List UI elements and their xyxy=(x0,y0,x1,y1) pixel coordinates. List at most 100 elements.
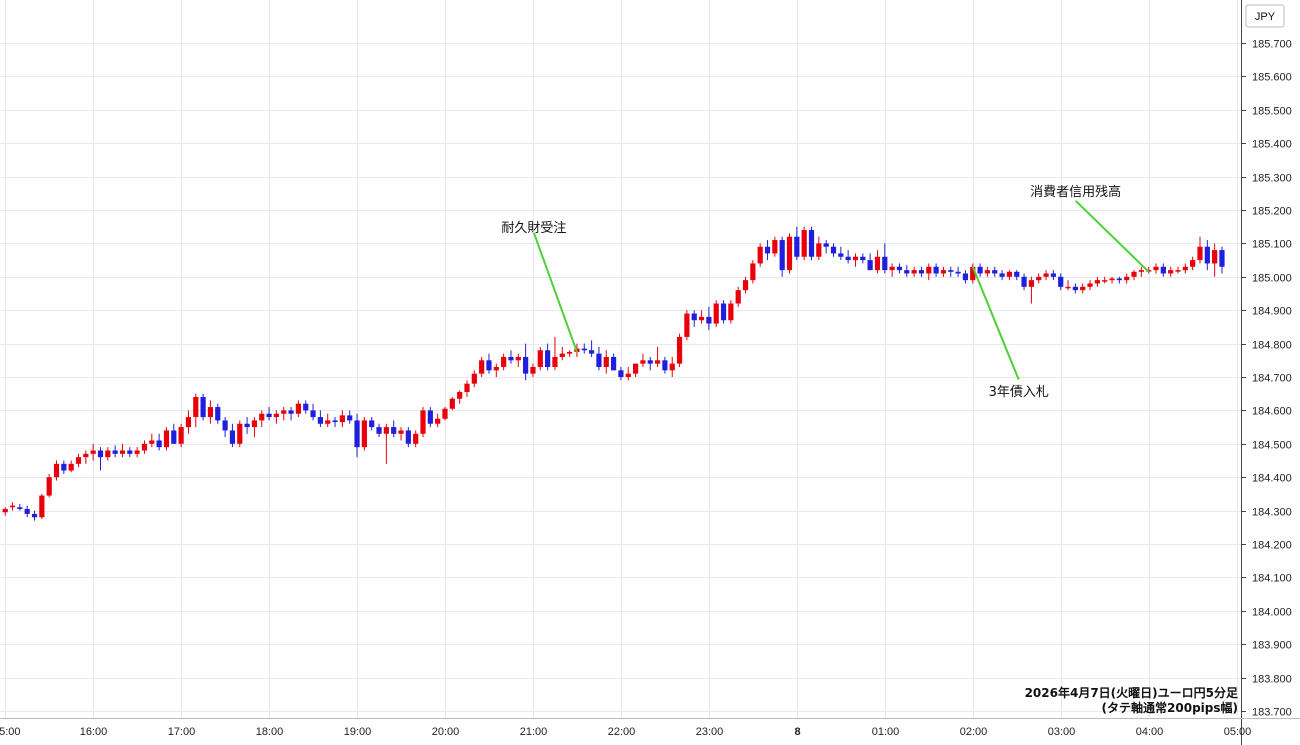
candle xyxy=(940,266,947,277)
candle-body xyxy=(713,303,719,324)
candle-body xyxy=(354,420,360,448)
candle-body xyxy=(90,450,96,454)
x-tick-label: 17:00 xyxy=(168,726,196,738)
candle xyxy=(105,447,111,461)
candle xyxy=(1014,270,1020,281)
candle xyxy=(281,407,287,421)
candle xyxy=(647,356,653,371)
y-tick-label: 184.500 xyxy=(1252,440,1292,452)
candle xyxy=(889,263,895,277)
x-tick-label: 02:00 xyxy=(960,726,988,738)
candle xyxy=(933,263,939,277)
candle xyxy=(523,343,529,381)
candle-body xyxy=(1190,260,1196,267)
candle xyxy=(222,417,228,438)
candle xyxy=(369,417,375,431)
candle-body xyxy=(39,495,45,518)
candle xyxy=(134,447,140,458)
candle xyxy=(405,427,411,448)
candle-body xyxy=(662,360,668,371)
candle-body xyxy=(413,433,419,444)
candle xyxy=(61,460,67,474)
candle xyxy=(1153,263,1159,274)
candle-body xyxy=(867,260,873,271)
candle xyxy=(97,447,104,471)
candle xyxy=(325,413,331,428)
candle xyxy=(200,393,206,421)
candle-body xyxy=(222,420,228,431)
candle-body xyxy=(405,430,411,444)
candle xyxy=(383,423,389,464)
candle-body xyxy=(676,336,683,364)
candle-body xyxy=(801,230,807,257)
candle xyxy=(552,336,558,371)
x-tick-label: 21:00 xyxy=(520,726,548,738)
candle-body xyxy=(442,408,448,419)
candle-body xyxy=(127,450,133,454)
candle-body xyxy=(1050,273,1056,277)
candle-body xyxy=(435,418,441,424)
candle xyxy=(75,453,82,468)
candle xyxy=(1182,263,1188,274)
candle-body xyxy=(229,430,236,444)
candle-body xyxy=(918,270,925,274)
x-tick-label: 5:00 xyxy=(0,726,21,738)
candle-body xyxy=(163,430,170,448)
candle-body xyxy=(1175,270,1181,272)
candle xyxy=(962,270,969,284)
candle xyxy=(479,356,485,377)
candle xyxy=(1109,276,1115,284)
chart-caption-line-1: 2026年4月7日(火曜日)ユーロ円5分足 xyxy=(1025,685,1238,700)
candle xyxy=(9,502,16,511)
candle xyxy=(984,266,991,277)
candle-body xyxy=(545,350,551,367)
candle-body xyxy=(698,316,705,321)
candle-body xyxy=(977,266,983,274)
candle-body xyxy=(1204,246,1210,264)
candle-body xyxy=(940,270,947,274)
x-tick-label: 04:00 xyxy=(1136,726,1164,738)
candle xyxy=(229,423,236,448)
x-axis: 5:00 16:00 17:00 18:00 19:00 20:00 21:00 22:00 2… xyxy=(0,726,1251,738)
candle xyxy=(413,430,419,448)
candle xyxy=(1102,276,1108,284)
candle-body xyxy=(596,353,602,367)
candle xyxy=(794,226,800,261)
candle xyxy=(896,263,903,274)
candle xyxy=(273,410,280,424)
candle-body xyxy=(1131,271,1137,277)
candle-body xyxy=(830,246,837,254)
candle xyxy=(493,363,499,377)
candle-body xyxy=(911,270,917,274)
candle-body xyxy=(720,303,727,321)
annotation: 消費者信用残高 xyxy=(1030,184,1150,273)
candle-body xyxy=(618,370,624,377)
candle xyxy=(1028,276,1034,304)
candle-body xyxy=(589,350,595,354)
candle-body xyxy=(464,383,470,393)
candle-body xyxy=(149,440,155,444)
candle xyxy=(237,420,243,448)
candle-body xyxy=(119,450,126,454)
candle-body xyxy=(193,397,199,418)
candle-body xyxy=(904,270,910,274)
candle xyxy=(288,407,294,421)
annotations: 耐久財受注 3年債入札 消費者信用残高 xyxy=(501,184,1150,400)
y-axis: 185.700 185.600 185.500 185.400 185.300 185.2… xyxy=(1241,39,1292,719)
candle-body xyxy=(68,463,74,471)
candle-body xyxy=(889,266,895,271)
annotation-label: 耐久財受注 xyxy=(501,221,566,236)
candle xyxy=(589,340,595,357)
candle-body xyxy=(742,280,749,291)
candle xyxy=(442,407,448,421)
candle xyxy=(171,423,177,444)
candle-body xyxy=(207,407,214,418)
x-tick-label: 05:00 xyxy=(1224,726,1252,738)
candle xyxy=(501,353,507,371)
candle-body xyxy=(838,253,844,257)
candle xyxy=(977,263,983,277)
candle-body xyxy=(984,270,991,274)
annotation-line xyxy=(1074,200,1150,273)
candle xyxy=(310,403,316,421)
candle xyxy=(266,407,272,421)
